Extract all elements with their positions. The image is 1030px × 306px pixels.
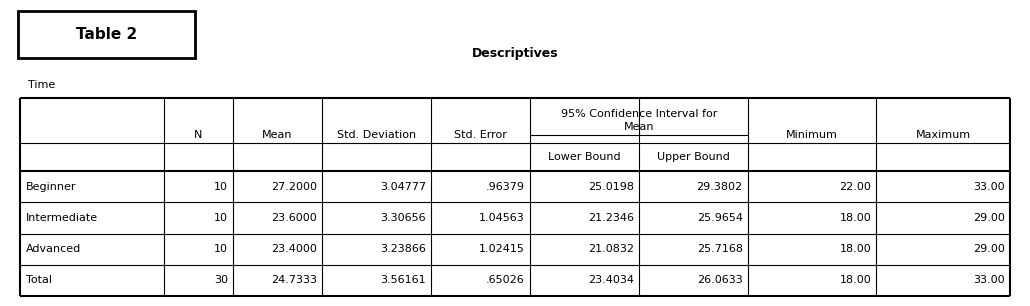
- Text: 23.6000: 23.6000: [271, 213, 317, 223]
- Text: Intermediate: Intermediate: [26, 213, 98, 223]
- Text: 29.3802: 29.3802: [696, 182, 743, 192]
- Text: 18.00: 18.00: [839, 244, 871, 254]
- Text: Lower Bound: Lower Bound: [548, 152, 621, 162]
- Text: 23.4000: 23.4000: [271, 244, 317, 254]
- Text: Advanced: Advanced: [26, 244, 81, 254]
- Text: Minimum: Minimum: [786, 129, 838, 140]
- Text: Mean: Mean: [263, 129, 293, 140]
- Text: Maximum: Maximum: [916, 129, 970, 140]
- Text: 1.04563: 1.04563: [479, 213, 525, 223]
- Text: .65026: .65026: [486, 275, 525, 285]
- Text: 3.30656: 3.30656: [380, 213, 425, 223]
- Text: 10: 10: [214, 244, 228, 254]
- Text: Total: Total: [26, 275, 52, 285]
- Text: 10: 10: [214, 213, 228, 223]
- Text: 18.00: 18.00: [839, 275, 871, 285]
- Text: 21.2346: 21.2346: [588, 213, 633, 223]
- Text: Time: Time: [28, 80, 56, 90]
- Text: Table 2: Table 2: [76, 27, 137, 42]
- Text: 30: 30: [214, 275, 228, 285]
- Text: 3.56161: 3.56161: [380, 275, 425, 285]
- Text: 23.4034: 23.4034: [588, 275, 633, 285]
- Text: 33.00: 33.00: [973, 275, 1005, 285]
- Text: .96379: .96379: [486, 182, 525, 192]
- Text: 3.23866: 3.23866: [380, 244, 425, 254]
- Text: 95% Confidence Interval for
Mean: 95% Confidence Interval for Mean: [560, 109, 717, 132]
- Text: Upper Bound: Upper Bound: [657, 152, 729, 162]
- Text: Std. Deviation: Std. Deviation: [337, 129, 416, 140]
- Text: 10: 10: [214, 182, 228, 192]
- Text: 24.7333: 24.7333: [271, 275, 317, 285]
- Text: 25.7168: 25.7168: [696, 244, 743, 254]
- Text: 27.2000: 27.2000: [271, 182, 317, 192]
- Text: 1.02415: 1.02415: [479, 244, 525, 254]
- Text: N: N: [194, 129, 202, 140]
- Text: Beginner: Beginner: [26, 182, 76, 192]
- Text: Std. Error: Std. Error: [454, 129, 507, 140]
- Bar: [18, 11, 195, 58]
- Text: 25.0198: 25.0198: [588, 182, 633, 192]
- Text: 33.00: 33.00: [973, 182, 1005, 192]
- Text: 26.0633: 26.0633: [697, 275, 743, 285]
- Text: 3.04777: 3.04777: [380, 182, 425, 192]
- Text: 18.00: 18.00: [839, 213, 871, 223]
- Text: 21.0832: 21.0832: [588, 244, 633, 254]
- Text: 29.00: 29.00: [973, 244, 1005, 254]
- Text: 25.9654: 25.9654: [696, 213, 743, 223]
- Text: 29.00: 29.00: [973, 213, 1005, 223]
- Text: 22.00: 22.00: [839, 182, 871, 192]
- Text: Descriptives: Descriptives: [472, 47, 558, 59]
